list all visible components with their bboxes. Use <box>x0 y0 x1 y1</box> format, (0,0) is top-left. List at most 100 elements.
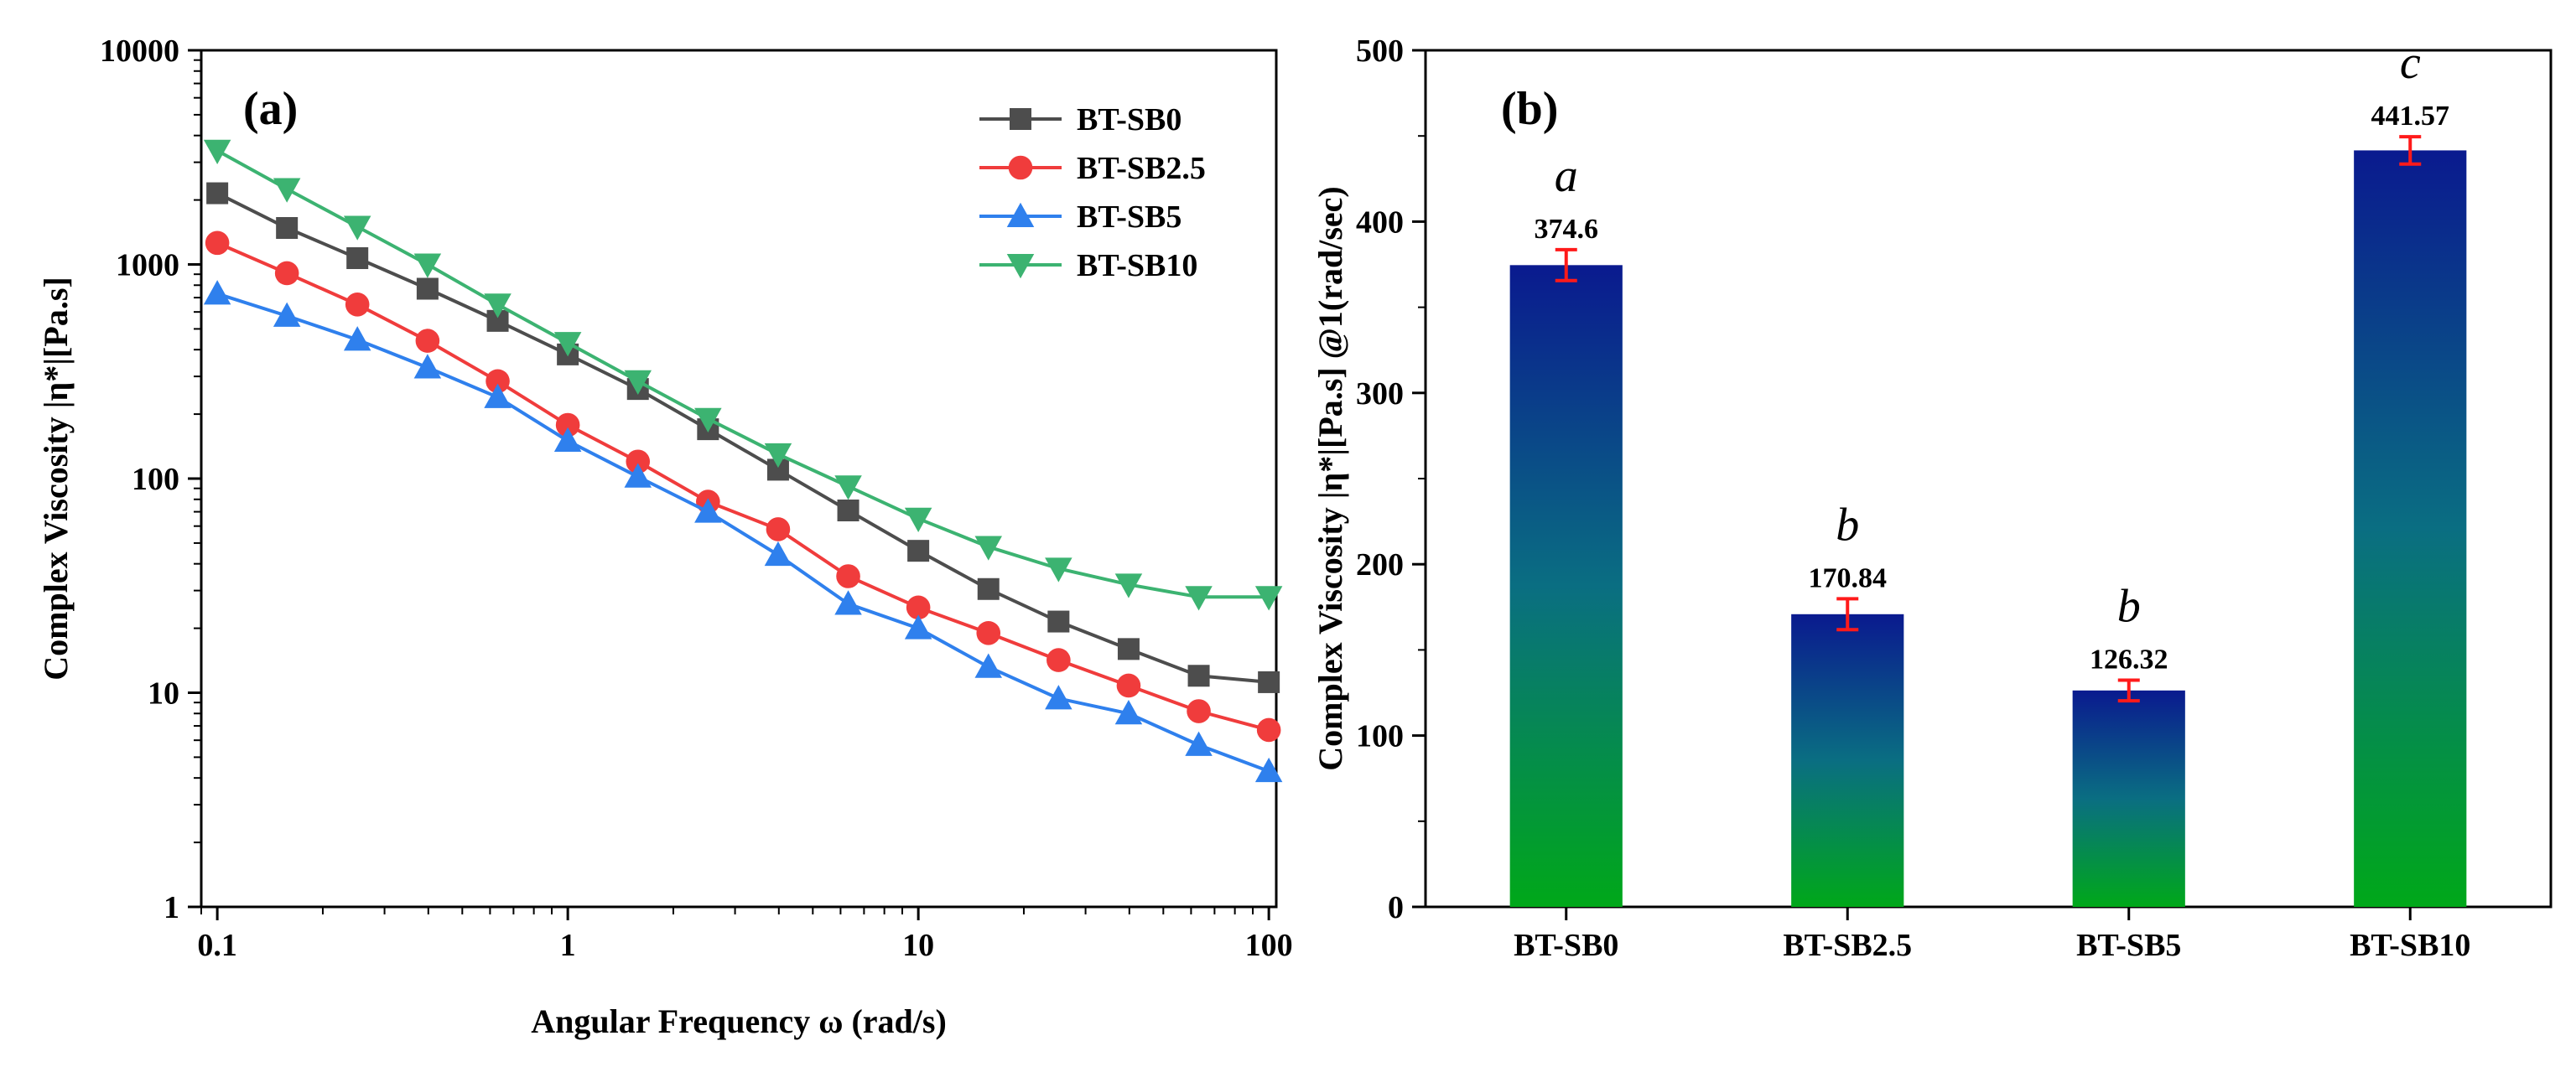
data-point <box>1254 757 1283 783</box>
data-point <box>626 449 651 474</box>
chart-panel-a: 0.1 1 10 100 1 10 100 1000 10000 (a) Angular Fre… <box>37 34 1293 1040</box>
data-point <box>1117 638 1140 660</box>
bar-value-label: 374.6 <box>1535 214 1599 245</box>
bar-value-label: 441.57 <box>2371 101 2450 132</box>
y-tick-label-a: 1000 <box>116 248 179 283</box>
data-point <box>343 326 371 351</box>
legend-label: BT-SB5 <box>1077 199 1182 235</box>
data-point <box>976 620 1001 645</box>
data-point <box>203 139 231 164</box>
data-point <box>343 215 371 241</box>
data-point <box>694 407 722 433</box>
y-tick-label-b: 0 <box>1388 890 1404 925</box>
bar <box>1791 614 1904 907</box>
x-tick-label-a: 0.1 <box>197 928 237 963</box>
bar <box>2354 150 2467 908</box>
significance-letter: b <box>1836 499 1859 551</box>
y-axis-title-a: Complex Viscosity |η*|[Pa.s] <box>37 277 75 680</box>
category-label: BT-SB2.5 <box>1783 928 1912 963</box>
data-point <box>974 653 1003 678</box>
x-tick-label-a: 10 <box>902 928 934 963</box>
data-point <box>206 182 229 205</box>
legend-marker <box>1010 108 1031 130</box>
data-point <box>1254 586 1283 611</box>
data-point <box>415 329 440 353</box>
legend-a: BT-SB0 BT-SB2.5 BT-SB5 BT-SB10 <box>979 102 1206 283</box>
series-line <box>216 148 1270 599</box>
data-point <box>205 230 230 256</box>
series-line <box>216 191 1270 684</box>
significance-letter: a <box>1555 150 1578 202</box>
data-point <box>1185 731 1213 756</box>
data-point <box>836 564 860 588</box>
series-line <box>216 241 1270 732</box>
data-point <box>273 178 301 203</box>
legend-label: BT-SB2.5 <box>1077 151 1206 186</box>
data-point <box>486 369 510 394</box>
panel-label-a: (a) <box>243 83 298 135</box>
data-point <box>977 577 1000 600</box>
legend-label: BT-SB10 <box>1077 248 1197 283</box>
data-point <box>1114 573 1143 598</box>
y-tick-label-a: 10 <box>148 676 179 712</box>
data-point <box>904 507 932 533</box>
legend-marker <box>1008 155 1033 180</box>
legend-label: BT-SB0 <box>1077 102 1182 137</box>
data-point <box>273 302 301 327</box>
data-point <box>764 541 792 567</box>
y-tick-label-b: 100 <box>1356 719 1404 754</box>
legend-marker <box>1006 202 1035 227</box>
data-point <box>1114 700 1143 725</box>
y-tick-label-a: 100 <box>132 462 179 497</box>
x-tick-label-a: 100 <box>1245 928 1293 963</box>
data-point <box>553 332 582 357</box>
data-point <box>1045 685 1072 710</box>
data-point <box>345 293 370 317</box>
bars-layer-b: 374.6 a 170.84 b 126.32 b 441.57 c <box>1509 37 2467 908</box>
data-point <box>1116 673 1141 698</box>
data-point <box>1185 586 1213 611</box>
data-point <box>624 463 652 488</box>
data-point <box>1046 648 1071 672</box>
y-tick-label-b: 400 <box>1356 205 1404 240</box>
data-point <box>974 536 1003 561</box>
data-point <box>413 354 442 379</box>
series-line <box>216 292 1270 774</box>
data-point <box>624 370 652 396</box>
data-point <box>203 280 231 305</box>
axis-ticks-a: 0.1 1 10 100 1 10 100 1000 10000 <box>100 34 1293 963</box>
data-point <box>834 590 862 615</box>
data-point <box>484 383 512 408</box>
bar <box>2072 690 2185 907</box>
data-point <box>1187 665 1210 687</box>
data-point <box>274 261 299 286</box>
y-axis-title-b: Complex Viscosity |η*|[Pa.s] @1(rad/sec) <box>1311 186 1349 770</box>
data-point <box>1258 671 1280 693</box>
data-point <box>553 427 582 453</box>
data-point <box>413 253 442 278</box>
data-point <box>484 293 512 318</box>
chart-panel-b: 0 100 200 300 400 500 BT-SB0 BT-SB2.5 BT-SB5 BT-S… <box>1311 34 2553 963</box>
series-layer-a <box>203 139 1283 783</box>
bar-value-label: 126.32 <box>2090 645 2168 676</box>
significance-letter: c <box>2400 37 2421 89</box>
bar-value-label: 170.84 <box>1809 562 1888 593</box>
y-tick-label-a: 10000 <box>100 34 179 69</box>
data-point <box>1045 557 1072 583</box>
data-point <box>764 443 792 469</box>
bar <box>1509 265 1623 907</box>
panel-label-b: (b) <box>1501 83 1558 135</box>
data-point <box>766 517 791 541</box>
data-point <box>907 540 930 562</box>
y-tick-label-b: 300 <box>1356 376 1404 412</box>
x-tick-label-a: 1 <box>560 928 576 963</box>
data-point <box>346 246 369 269</box>
data-point <box>837 500 860 522</box>
data-point <box>1256 717 1281 743</box>
category-label: BT-SB5 <box>2076 928 2181 963</box>
y-tick-label-a: 1 <box>164 890 179 925</box>
data-point <box>555 412 580 438</box>
data-point <box>1047 610 1070 633</box>
data-point <box>694 498 722 523</box>
